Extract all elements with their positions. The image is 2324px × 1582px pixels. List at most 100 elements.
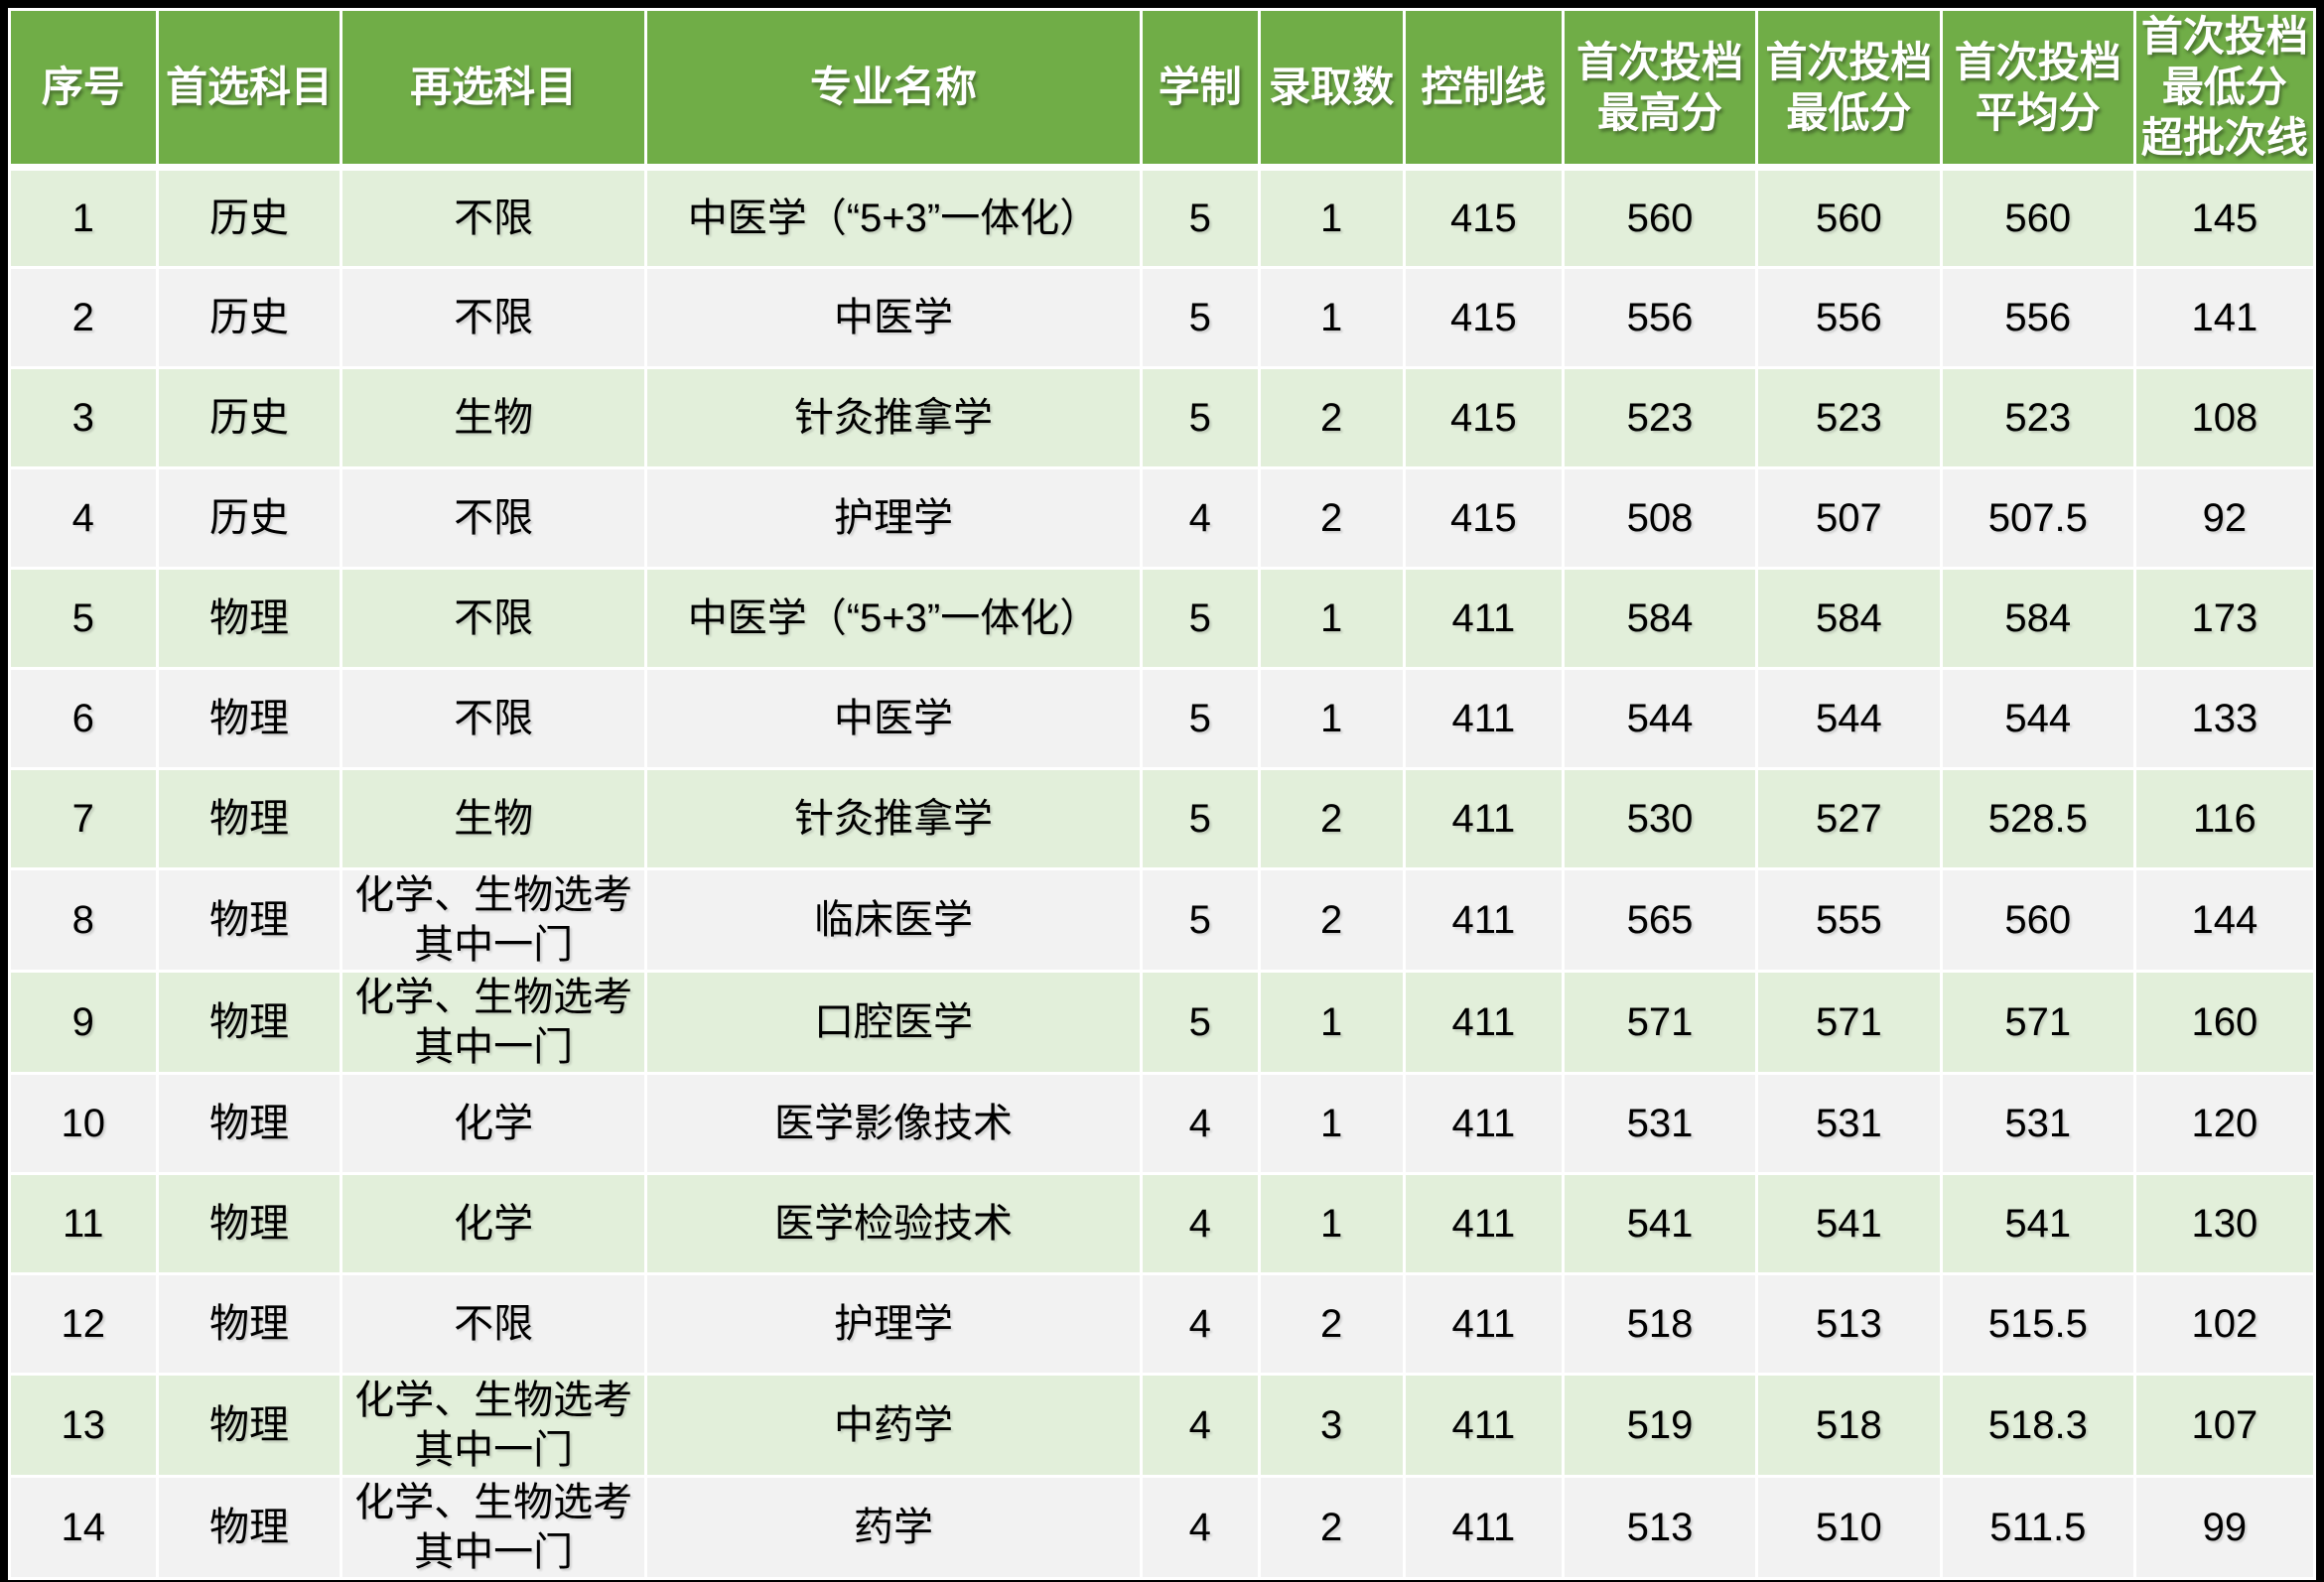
table-cell: 5 [1140,165,1261,269]
table-cell: 化学、生物选考其中一门 [340,1372,647,1478]
table-cell: 不限 [340,165,647,269]
table-cell: 针灸推拿学 [643,766,1144,870]
table-cell: 130 [2132,1171,2317,1275]
table-cell: 411 [1402,1171,1565,1275]
table-cell: 120 [2132,1071,2317,1175]
table-row: 5 物理 不限 中医学（“5+3”一体化） 5 1 411 584 584 584 173 [8,566,2317,670]
table-cell: 1 [1257,666,1406,770]
header-cell-10: 首次投档 最低分 超批次线 [2132,8,2317,171]
table-cell: 不限 [340,666,647,770]
table-cell: 584 [1755,566,1943,670]
table-cell: 415 [1402,165,1565,269]
table-cell: 物理 [155,1474,343,1580]
table-cell: 102 [2132,1271,2317,1376]
header-cell-9: 首次投档 平均分 [1939,8,2136,171]
table-cell: 411 [1402,566,1565,670]
table-cell: 541 [1561,1171,1759,1275]
header-cell-7: 首次投档 最高分 [1561,8,1759,171]
table-cell: 2 [1257,1271,1406,1376]
table-cell: 507 [1755,465,1943,570]
table-cell: 2 [8,265,159,369]
table-cell: 571 [1939,969,2136,1075]
table-cell: 544 [1939,666,2136,770]
table-row: 7 物理 生物 针灸推拿学 5 2 411 530 527 528.5 116 [8,766,2317,870]
table-cell: 415 [1402,465,1565,570]
table-row: 6 物理 不限 中医学 5 1 411 544 544 544 133 [8,666,2317,770]
table-cell: 7 [8,766,159,870]
table-cell: 医学影像技术 [643,1071,1144,1175]
table-cell: 523 [1939,365,2136,469]
table-cell: 571 [1755,969,1943,1075]
table-cell: 中医学（“5+3”一体化） [643,165,1144,269]
table-cell: 中医学 [643,666,1144,770]
table-cell: 11 [8,1171,159,1275]
table-cell: 523 [1755,365,1943,469]
table-cell: 513 [1755,1271,1943,1376]
table-cell: 5 [1140,766,1261,870]
table-cell: 1 [1257,566,1406,670]
table-cell: 6 [8,666,159,770]
table-row: 14 物理 化学、生物选考其中一门 药学 4 2 411 513 510 511.5 99 [8,1474,2317,1580]
table-cell: 13 [8,1372,159,1478]
table-cell: 中医学 [643,265,1144,369]
table-cell: 544 [1561,666,1759,770]
table-cell: 针灸推拿学 [643,365,1144,469]
table-cell: 5 [1140,866,1261,973]
table-cell: 411 [1402,1071,1565,1175]
table-row: 10 物理 化学 医学影像技术 4 1 411 531 531 531 120 [8,1071,2317,1175]
table-cell: 411 [1402,866,1565,973]
table-cell: 生物 [340,365,647,469]
table-cell: 5 [1140,365,1261,469]
table-cell: 528.5 [1939,766,2136,870]
header-cell-6: 控制线 [1402,8,1565,171]
table-cell: 不限 [340,1271,647,1376]
table-cell: 生物 [340,766,647,870]
table-cell: 物理 [155,1271,343,1376]
table-cell: 107 [2132,1372,2317,1478]
table-cell: 物理 [155,1071,343,1175]
table-cell: 1 [1257,1071,1406,1175]
table-cell: 510 [1755,1474,1943,1580]
table-cell: 2 [1257,766,1406,870]
table-cell: 531 [1561,1071,1759,1175]
table-row: 12 物理 不限 护理学 4 2 411 518 513 515.5 102 [8,1271,2317,1376]
table-cell: 518 [1561,1271,1759,1376]
table-cell: 531 [1939,1071,2136,1175]
table-cell: 不限 [340,465,647,570]
table-cell: 4 [1140,1171,1261,1275]
table-cell: 4 [8,465,159,570]
table-cell: 108 [2132,365,2317,469]
table-cell: 518 [1755,1372,1943,1478]
table-cell: 护理学 [643,1271,1144,1376]
header-cell-0: 序号 [8,8,159,171]
table-cell: 544 [1755,666,1943,770]
table-cell: 560 [1755,165,1943,269]
table-cell: 4 [1140,465,1261,570]
table-cell: 1 [1257,969,1406,1075]
table-cell: 8 [8,866,159,973]
table-cell: 511.5 [1939,1474,2136,1580]
table-cell: 历史 [155,165,343,269]
table-cell: 5 [1140,566,1261,670]
table-cell: 14 [8,1474,159,1580]
table-cell: 医学检验技术 [643,1171,1144,1275]
table-cell: 12 [8,1271,159,1376]
table-cell: 物理 [155,566,343,670]
table-cell: 116 [2132,766,2317,870]
table-cell: 3 [8,365,159,469]
table-cell: 3 [1257,1372,1406,1478]
table-cell: 物理 [155,1171,343,1275]
table-cell: 173 [2132,566,2317,670]
table-cell: 药学 [643,1474,1144,1580]
table-row: 11 物理 化学 医学检验技术 4 1 411 541 541 541 130 [8,1171,2317,1275]
table-cell: 护理学 [643,465,1144,570]
table-cell: 4 [1140,1271,1261,1376]
table-cell: 化学、生物选考其中一门 [340,1474,647,1580]
table-cell: 4 [1140,1071,1261,1175]
table-cell: 555 [1755,866,1943,973]
table-cell: 92 [2132,465,2317,570]
table-cell: 4 [1140,1372,1261,1478]
table-row: 4 历史 不限 护理学 4 2 415 508 507 507.5 92 [8,465,2317,570]
header-cell-5: 录取数 [1257,8,1406,171]
table-body: 1 历史 不限 中医学（“5+3”一体化） 5 1 415 560 560 560 145 2 历史 不限… [8,165,2317,1580]
